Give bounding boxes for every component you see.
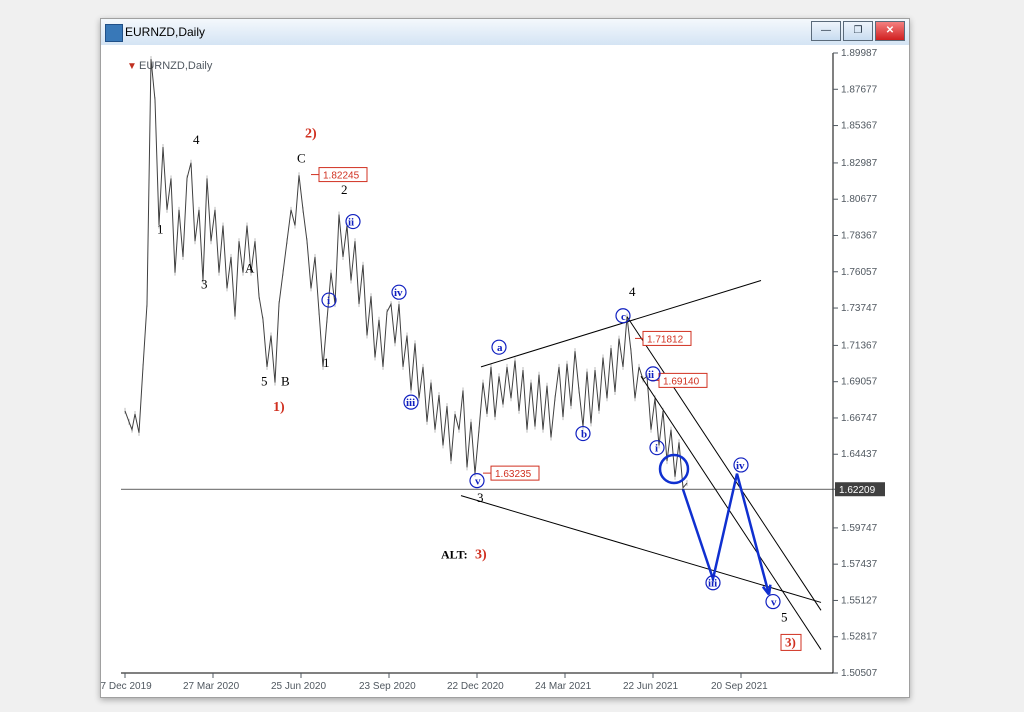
- svg-text:1.50507: 1.50507: [841, 668, 878, 679]
- svg-text:1.71367: 1.71367: [841, 340, 878, 351]
- svg-text:1.82987: 1.82987: [841, 158, 878, 169]
- app-icon: [105, 24, 123, 42]
- svg-text:1.71812: 1.71812: [647, 334, 684, 345]
- svg-text:ii: ii: [648, 369, 654, 381]
- svg-text:1.66747: 1.66747: [841, 413, 878, 424]
- svg-text:1.80677: 1.80677: [841, 194, 878, 205]
- svg-text:v: v: [771, 597, 777, 609]
- svg-text:1: 1: [157, 221, 164, 236]
- svg-text:3): 3): [785, 634, 796, 649]
- svg-text:1.69140: 1.69140: [663, 376, 700, 387]
- svg-text:23 Sep 2020: 23 Sep 2020: [359, 681, 416, 692]
- svg-text:c: c: [621, 311, 626, 323]
- svg-text:iii: iii: [708, 578, 717, 590]
- svg-text:3): 3): [475, 547, 487, 562]
- svg-text:3: 3: [477, 490, 484, 505]
- svg-text:A: A: [245, 261, 255, 276]
- svg-text:5: 5: [781, 609, 788, 624]
- svg-text:22 Dec 2020: 22 Dec 2020: [447, 681, 504, 692]
- svg-text:22 Jun 2021: 22 Jun 2021: [623, 681, 678, 692]
- chart-area[interactable]: ▼EURNZD,Daily 1.89987 1.87677 1.85367 1.8298…: [101, 45, 909, 697]
- svg-text:25 Jun 2020: 25 Jun 2020: [271, 681, 326, 692]
- window-title: EURNZD,Daily: [125, 25, 205, 39]
- svg-text:i: i: [327, 295, 330, 307]
- svg-text:ii: ii: [348, 217, 354, 229]
- svg-text:ALT:: ALT:: [441, 547, 468, 561]
- svg-text:i: i: [655, 443, 658, 455]
- svg-text:1.55127: 1.55127: [841, 595, 878, 606]
- maximize-button[interactable]: ❐: [843, 21, 873, 41]
- svg-text:1.64437: 1.64437: [841, 449, 878, 460]
- svg-text:27 Dec 2019: 27 Dec 2019: [101, 681, 152, 692]
- svg-text:1.57437: 1.57437: [841, 559, 878, 570]
- svg-text:27 Mar 2020: 27 Mar 2020: [183, 681, 240, 692]
- svg-text:1.73747: 1.73747: [841, 303, 878, 314]
- svg-text:1.82245: 1.82245: [323, 171, 360, 182]
- svg-text:24 Mar 2021: 24 Mar 2021: [535, 681, 592, 692]
- svg-text:1.52817: 1.52817: [841, 632, 878, 643]
- svg-text:1.62209: 1.62209: [839, 485, 876, 496]
- chart-window: EURNZD,Daily — ❐ ✕ ▼EURNZD,Daily1.899871…: [100, 18, 910, 698]
- svg-text:1.69057: 1.69057: [841, 377, 878, 388]
- svg-text:iv: iv: [394, 287, 403, 299]
- svg-text:1): 1): [273, 400, 285, 415]
- svg-text:v: v: [475, 476, 481, 488]
- svg-text:b: b: [581, 429, 587, 441]
- svg-text:1.76057: 1.76057: [841, 267, 878, 278]
- svg-text:▼: ▼: [127, 61, 137, 72]
- svg-text:1.78367: 1.78367: [841, 230, 878, 241]
- svg-text:EURNZD,Daily: EURNZD,Daily: [139, 60, 213, 72]
- svg-text:B: B: [281, 374, 290, 389]
- titlebar[interactable]: EURNZD,Daily — ❐ ✕: [101, 19, 909, 46]
- chart-svg: ▼EURNZD,Daily 1.89987 1.87677 1.85367 1.8298…: [101, 45, 909, 697]
- svg-text:iv: iv: [736, 460, 745, 472]
- svg-text:1.89987: 1.89987: [841, 48, 878, 59]
- close-button[interactable]: ✕: [875, 21, 905, 41]
- svg-text:2): 2): [305, 127, 317, 142]
- svg-text:1: 1: [323, 355, 330, 370]
- svg-text:C: C: [297, 151, 306, 166]
- svg-text:4: 4: [629, 284, 636, 299]
- svg-text:2: 2: [341, 182, 348, 197]
- svg-text:20 Sep 2021: 20 Sep 2021: [711, 681, 768, 692]
- minimize-button[interactable]: —: [811, 21, 841, 41]
- svg-text:1.85367: 1.85367: [841, 121, 878, 132]
- svg-text:iii: iii: [406, 397, 415, 409]
- svg-text:4: 4: [193, 132, 200, 147]
- svg-text:3: 3: [201, 276, 208, 291]
- svg-text:1.63235: 1.63235: [495, 469, 532, 480]
- window-controls: — ❐ ✕: [811, 21, 905, 41]
- svg-text:1.59747: 1.59747: [841, 523, 878, 534]
- svg-text:1.87677: 1.87677: [841, 84, 878, 95]
- svg-text:a: a: [497, 342, 503, 354]
- svg-text:5: 5: [261, 374, 268, 389]
